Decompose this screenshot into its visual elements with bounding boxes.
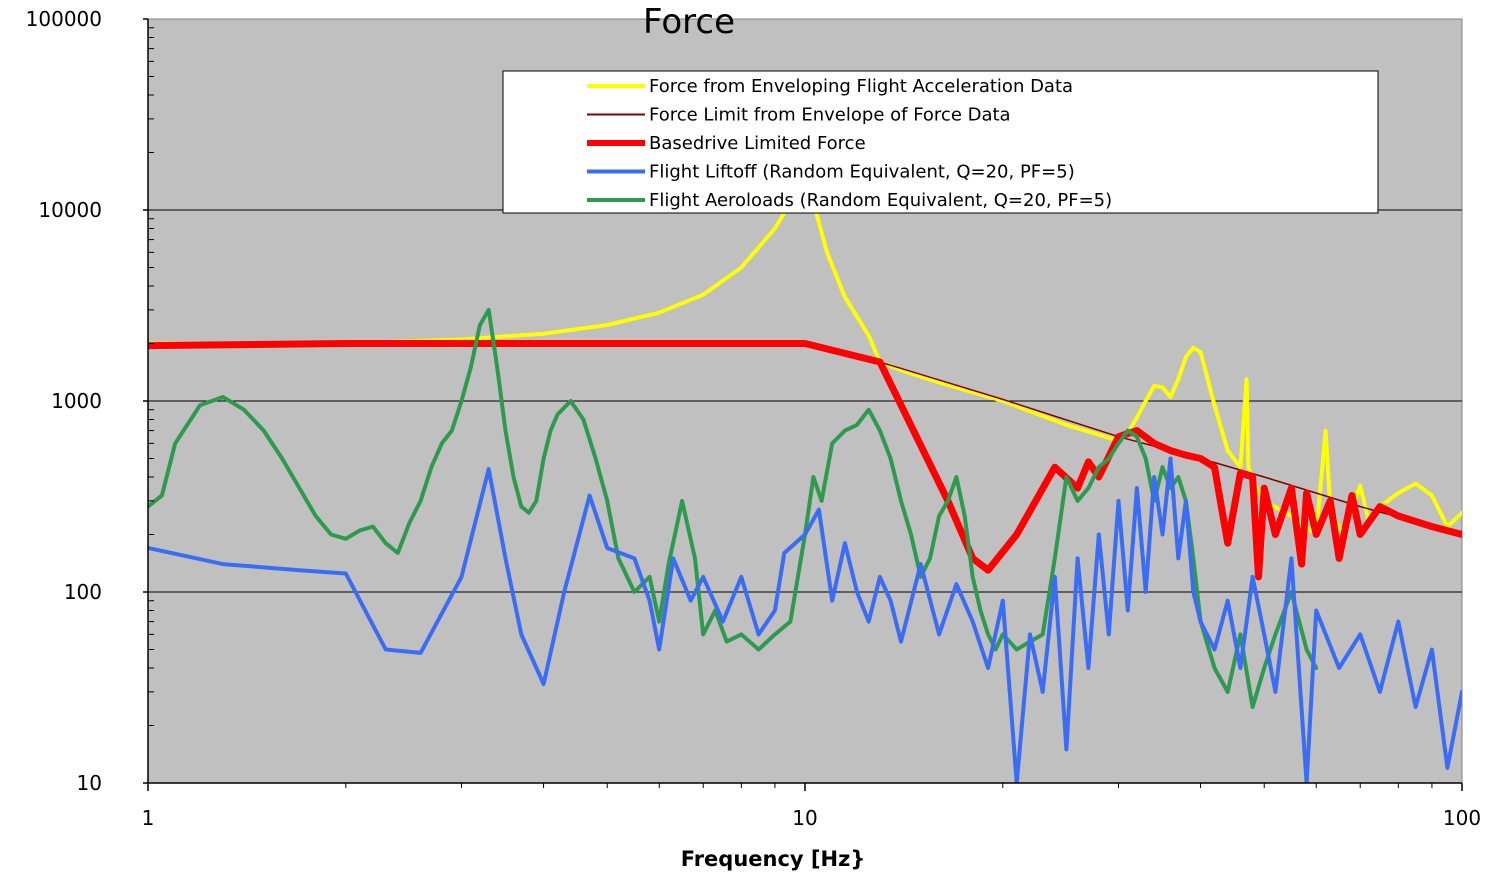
series-line-3 xyxy=(148,340,1462,581)
legend-label-4: Flight Liftoff (Random Equivalent, Q=20,… xyxy=(649,162,1075,183)
y-tick-label: 100000 xyxy=(26,7,102,31)
series-line-5 xyxy=(148,307,1319,709)
y-tick-label: 100 xyxy=(64,580,102,604)
x-tick-label: 100 xyxy=(1443,806,1481,830)
y-tick-label: 10 xyxy=(77,771,102,795)
x-tick-label: 10 xyxy=(792,806,817,830)
y-tick-label: 1000 xyxy=(51,389,102,413)
legend-label-1: Force from Enveloping Flight Acceleratio… xyxy=(649,76,1073,97)
legend-label-3: Basedrive Limited Force xyxy=(649,133,866,154)
x-axis-label: Frequency [Hz} xyxy=(681,847,866,871)
y-tick-label: 10000 xyxy=(38,198,102,222)
series-group xyxy=(148,180,1462,783)
legend-box xyxy=(502,70,1379,214)
series-line-4 xyxy=(148,456,1462,783)
x-tick-label: 1 xyxy=(142,806,155,830)
chart-title: Force xyxy=(643,2,735,42)
axes: 10 100 1000 10000 100000 1 10 100 xyxy=(26,7,1481,830)
legend-label-5: Flight Aeroloads (Random Equivalent, Q=2… xyxy=(649,190,1112,211)
legend: Force from Enveloping Flight Acceleratio… xyxy=(502,70,1379,214)
legend-label-2: Force Limit from Envelope of Force Data xyxy=(649,105,1011,126)
